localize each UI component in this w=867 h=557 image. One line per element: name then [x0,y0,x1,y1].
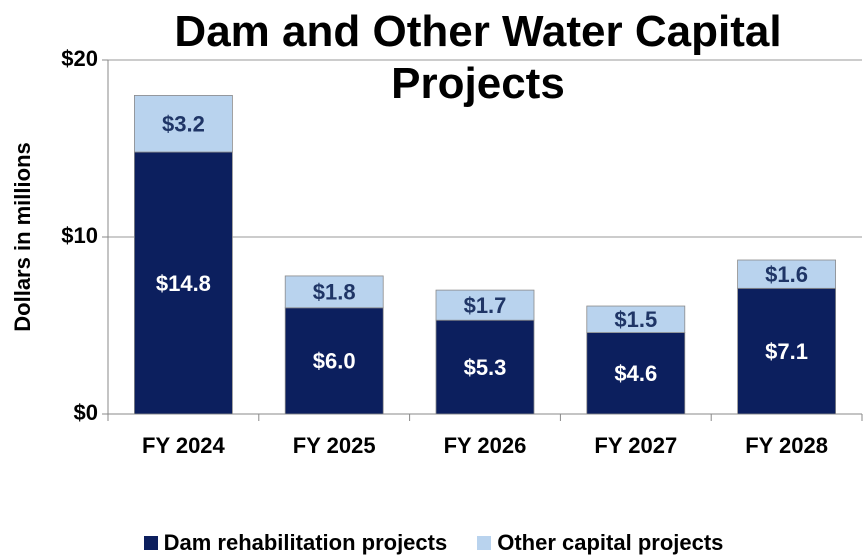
y-tick-label: $20 [61,46,98,71]
bar-segment [284,275,384,309]
x-tick-label: FY 2028 [745,433,828,458]
legend-swatch [477,536,492,550]
x-tick-label: FY 2025 [293,433,376,458]
bar-segment [737,259,836,289]
bar-segment [435,289,535,321]
bar-segment [133,95,233,153]
value-label: $6.0 [313,349,356,374]
value-label: $4.6 [614,361,657,386]
legend-swatch [143,536,158,550]
value-label: $3.2 [162,112,205,137]
bar-segment [586,332,686,415]
bar-segment [133,151,233,415]
x-tick-label: FY 2024 [142,433,226,458]
y-axis-label: Dollars in millions [10,142,35,331]
chart-title: Dam and Other Water Capital Projects [174,7,782,108]
value-label: $1.7 [464,293,507,318]
legend-label: Dam rehabilitation projects [163,530,448,555]
legend-item: Dam rehabilitation projects [143,530,448,556]
value-label: $1.5 [614,307,657,332]
value-label: $14.8 [156,271,211,296]
value-label: $1.6 [765,262,808,287]
y-tick-label: $0 [74,400,98,425]
x-tick-label: FY 2027 [594,433,677,458]
bar-segment [737,287,836,415]
value-label: $7.1 [765,339,808,364]
x-tick-label: FY 2026 [444,433,527,458]
legend-item: Other capital projects [477,530,723,556]
y-tick-label: $10 [61,223,98,248]
value-label: $5.3 [464,355,507,380]
legend: Dam rehabilitation projects Other capital… [0,530,867,556]
legend-label: Other capital projects [497,530,724,555]
bar-segment [586,305,686,333]
value-label: $1.8 [313,280,356,305]
